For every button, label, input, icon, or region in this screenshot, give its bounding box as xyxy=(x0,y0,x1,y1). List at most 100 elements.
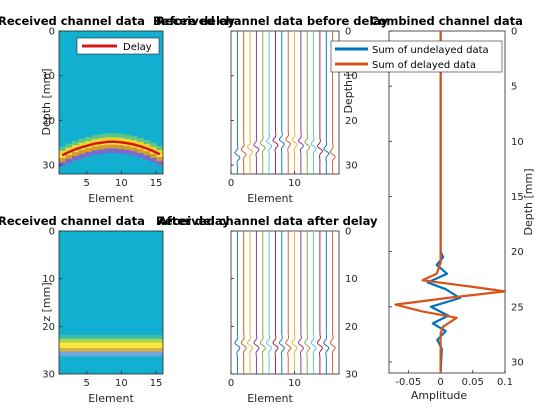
heatmap-cell xyxy=(137,141,144,147)
x-axis-label: Element xyxy=(247,392,293,405)
axes-box xyxy=(230,230,340,375)
y-axis-label: z [mm] xyxy=(40,282,53,321)
heatmap-cell xyxy=(85,152,92,157)
channel-trace xyxy=(285,231,292,374)
heatmap-cell xyxy=(78,149,86,155)
heatmap-cell xyxy=(156,145,164,151)
heatmap-cell xyxy=(85,140,92,146)
heatmap-cell xyxy=(150,150,157,155)
heatmap-cell xyxy=(117,133,125,139)
x-tick-label: 10 xyxy=(115,178,128,189)
y-tick-label: 30 xyxy=(345,370,358,381)
heatmap-cell xyxy=(124,145,131,151)
channel-trace xyxy=(285,31,292,174)
y-tick-label: 10 xyxy=(511,137,524,148)
heatmap-cell xyxy=(91,146,99,151)
panel-title: Received channel data before delay xyxy=(156,14,389,28)
channel-trace xyxy=(272,231,279,374)
channel-trace xyxy=(266,231,273,374)
legend-label-delayed: Sum of delayed data xyxy=(372,60,476,71)
heatmap-bottom-left xyxy=(59,334,163,357)
heatmap-cell xyxy=(65,151,73,156)
heatmap-cell xyxy=(156,153,164,158)
heatmap-cell xyxy=(137,148,144,154)
x-axis-label: Element xyxy=(247,192,293,205)
channel-trace xyxy=(234,231,241,374)
panel-title: Received channel data xyxy=(0,14,145,28)
heatmap-cell xyxy=(65,143,73,149)
channel-trace xyxy=(259,231,266,374)
channel-trace xyxy=(240,31,247,174)
y-tick-label: 10 xyxy=(345,274,358,285)
x-tick-label: 10 xyxy=(288,178,301,189)
y-tick-label: 10 xyxy=(345,71,358,82)
channel-trace xyxy=(304,231,311,374)
channel-trace xyxy=(253,31,260,174)
x-tick-label: 10 xyxy=(115,378,128,389)
ticks-top-middle: 0 10 0 10 20 30 xyxy=(228,27,358,190)
heatmap-cell xyxy=(143,140,151,145)
y-tick-label: 20 xyxy=(345,322,358,333)
heatmap-band xyxy=(59,334,163,339)
axes-box xyxy=(230,30,340,175)
y-tick-label: 0 xyxy=(345,27,351,38)
heatmap-cell xyxy=(91,139,99,144)
heatmap-cell xyxy=(104,133,112,139)
heatmap-cell xyxy=(156,149,164,155)
y-tick-label: 30 xyxy=(42,161,55,172)
heatmap-cell xyxy=(59,157,66,163)
x-tick-label: 0 xyxy=(437,377,443,388)
heatmap-cell xyxy=(104,144,112,149)
channel-trace xyxy=(329,231,336,374)
heatmap-cell xyxy=(72,148,79,153)
heatmap-cell xyxy=(130,144,138,149)
x-tick-label: -0.05 xyxy=(395,377,421,388)
heatmap-cell xyxy=(124,138,131,144)
channel-trace xyxy=(234,31,241,174)
axes-right: -0.05 0 0.05 0.1 0 5 10 15 20 25 30 Sum of undelay… xyxy=(330,27,535,402)
heatmap-cell xyxy=(143,155,151,160)
heatmap-band xyxy=(59,351,163,357)
y-tick-label: 0 xyxy=(511,27,517,38)
combined-series xyxy=(394,31,507,374)
heatmap-cell xyxy=(130,151,138,156)
y-tick-label: 30 xyxy=(345,161,358,172)
heatmap-cell xyxy=(143,144,151,149)
heatmap-band xyxy=(59,348,163,352)
heatmap-cell xyxy=(117,148,125,154)
heatmap-cell xyxy=(150,157,157,163)
y-tick-label: 20 xyxy=(42,322,55,333)
heatmap-cell xyxy=(137,152,144,158)
heatmap-cell xyxy=(98,134,105,140)
heatmap-cell xyxy=(143,148,151,153)
ticks-bottom-middle: 0 10 0 10 20 30 xyxy=(228,227,358,390)
legend-box xyxy=(330,40,503,73)
x-tick-label: 5 xyxy=(84,378,90,389)
titles: Received channel data Before delay Recei… xyxy=(0,14,523,228)
heatmap-cell xyxy=(117,141,125,146)
channel-trace xyxy=(266,31,272,174)
y-tick-label: 5 xyxy=(511,82,517,93)
heatmap-cell xyxy=(104,141,112,146)
heatmap-cell xyxy=(130,140,138,145)
heatmap-cell xyxy=(117,144,125,150)
legend-box xyxy=(76,37,160,55)
heatmap-cell xyxy=(137,137,144,143)
heatmap-cell xyxy=(104,148,112,153)
panel-title: Received channel data xyxy=(0,214,145,228)
channel-trace xyxy=(259,31,266,174)
ticks-bottom-left: 5 10 15 0 10 20 30 xyxy=(42,227,162,390)
y-tick-label: 20 xyxy=(42,116,55,127)
heatmap-cell xyxy=(85,136,92,142)
channel-trace xyxy=(310,231,317,374)
legend: Sum of undelayed data Sum of delayed dat… xyxy=(330,40,503,73)
axes-box xyxy=(58,30,164,175)
heatmap-cell xyxy=(124,134,131,140)
heatmap-cell xyxy=(111,141,118,146)
axes-bottom-left: 5 10 15 0 10 20 30 Element z [mm] xyxy=(40,227,164,405)
heatmap-cell xyxy=(91,150,99,155)
heatmap-cell xyxy=(72,156,79,161)
heatmap-cell xyxy=(124,142,131,147)
heatmap-cell xyxy=(156,157,164,162)
